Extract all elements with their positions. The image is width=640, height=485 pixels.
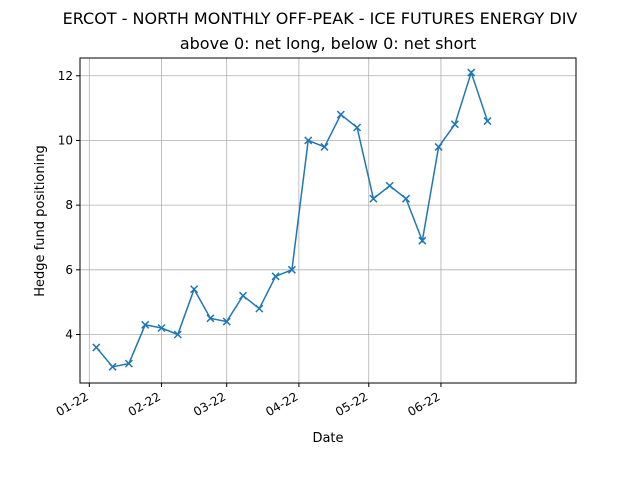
- data-point: [287, 265, 296, 274]
- data-point: [320, 142, 329, 151]
- y-axis-label: Hedge fund positioning: [33, 145, 48, 296]
- plot-area: [92, 68, 492, 371]
- data-point: [434, 142, 443, 151]
- chart-subtitle: above 0: net long, below 0: net short: [180, 34, 476, 53]
- x-tick-label: 02-22: [126, 389, 163, 419]
- data-point: [238, 291, 248, 300]
- x-axis-ticks: 01-22 02-22 03-22 04-22 05-22 06-22: [54, 383, 442, 419]
- data-point: [108, 362, 117, 371]
- x-tick-label: 03-22: [191, 389, 228, 419]
- data-point: [450, 120, 459, 129]
- series-line: [95, 70, 489, 368]
- data-point: [353, 123, 362, 132]
- data-point: [141, 320, 150, 329]
- data-point: [336, 110, 345, 119]
- data-point: [222, 317, 231, 326]
- x-tick-label: 04-22: [263, 389, 300, 419]
- data-point: [173, 330, 182, 339]
- data-point: [467, 68, 476, 77]
- y-tick-label: 12: [58, 69, 73, 83]
- y-axis-ticks: 4 6 8 10 12: [58, 69, 80, 341]
- data-point: [304, 136, 313, 145]
- data-point: [271, 272, 280, 281]
- x-tick-label: 06-22: [405, 389, 442, 419]
- y-tick-label: 10: [58, 133, 73, 147]
- x-tick-label: 01-22: [54, 389, 91, 419]
- y-tick-label: 6: [65, 263, 73, 277]
- data-point: [401, 194, 411, 203]
- data-point: [385, 181, 394, 190]
- x-tick-label: 05-22: [333, 389, 370, 419]
- data-point: [483, 117, 492, 126]
- data-point: [418, 236, 427, 245]
- axes-frame: [79, 57, 577, 384]
- grid-lines: [80, 58, 576, 383]
- data-point: [369, 194, 378, 203]
- y-tick-label: 4: [65, 327, 73, 341]
- data-point: [124, 359, 133, 368]
- y-tick-label: 8: [65, 198, 73, 212]
- data-point: [92, 343, 101, 352]
- data-point: [190, 285, 199, 294]
- chart-title: ERCOT - NORTH MONTHLY OFF-PEAK - ICE FUT…: [63, 9, 578, 28]
- data-point: [206, 314, 215, 323]
- data-point: [157, 323, 166, 333]
- x-axis-label: Date: [312, 431, 343, 446]
- data-point: [255, 304, 264, 313]
